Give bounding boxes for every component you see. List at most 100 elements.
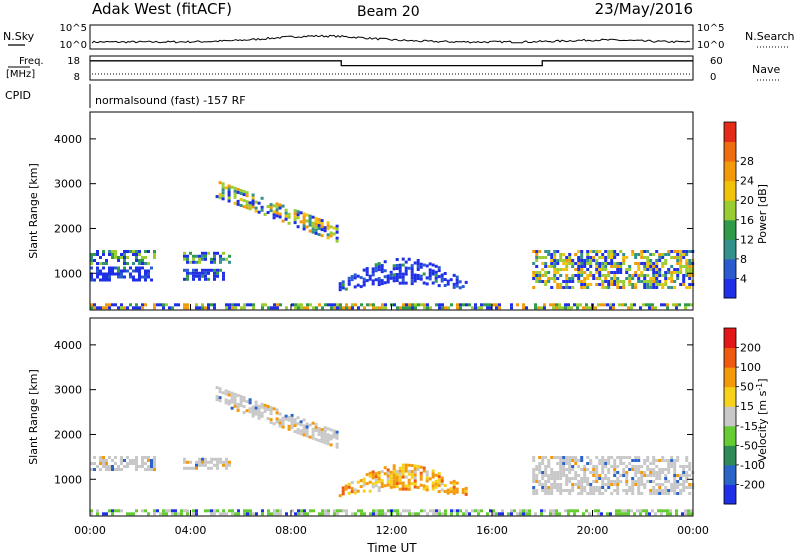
echo-cell [275, 211, 279, 215]
echo-cell [474, 303, 477, 307]
echo-cell [257, 413, 261, 417]
echo-cell [369, 303, 372, 307]
echo-cell [547, 462, 551, 465]
echo-cell [610, 492, 614, 495]
echo-cell [227, 187, 231, 191]
echo-cell [153, 250, 156, 253]
echo-cell [299, 432, 303, 436]
echo-cell [213, 509, 216, 513]
echo-cell [356, 283, 360, 287]
echo-cell [624, 512, 627, 516]
echo-cell [631, 492, 635, 495]
echo-cell [437, 269, 441, 273]
echo-cell [138, 272, 141, 276]
echo-cell [323, 226, 327, 230]
echo-cell [492, 509, 495, 513]
echo-cell [631, 253, 635, 256]
echo-cell [299, 423, 303, 427]
echo-cell [592, 256, 596, 259]
echo-cell [574, 262, 578, 265]
echo-cell [308, 423, 312, 427]
echo-cell [228, 460, 231, 464]
echo-cell [317, 439, 321, 442]
echo-cell [604, 274, 608, 277]
echo-cell [538, 274, 542, 277]
echo-cell [682, 265, 686, 268]
echo-cell [144, 250, 147, 253]
echo-cell [655, 259, 659, 262]
echo-cell [535, 492, 539, 495]
time-tick-label: 08:00 [275, 524, 307, 537]
echo-cell [437, 266, 441, 270]
echo-cell [682, 474, 686, 477]
echo-cell [568, 465, 572, 468]
echo-cell [425, 276, 429, 280]
echo-cell [321, 512, 324, 516]
echo-cell [129, 462, 132, 465]
echo-cell [227, 193, 231, 197]
echo-cell [610, 456, 614, 459]
echo-cell [661, 471, 665, 474]
echo-cell [338, 282, 342, 286]
echo-cell [204, 463, 207, 467]
echo-cell [198, 463, 201, 467]
echo-cell [649, 268, 653, 271]
echo-cell [673, 468, 677, 471]
echo-cell [276, 509, 279, 513]
echo-cell [592, 471, 596, 474]
echo-cell [362, 268, 366, 272]
echo-cell [153, 512, 156, 516]
echo-cell [126, 262, 129, 265]
echo-cell [649, 480, 653, 483]
echo-cell [682, 465, 686, 468]
echo-cell [186, 303, 189, 307]
echo-cell [577, 483, 581, 486]
echo-cell [655, 262, 659, 265]
colorbar-segment [724, 219, 736, 240]
echo-cell [443, 284, 447, 287]
echo-cell [225, 512, 228, 516]
colorbar-tick-label: 50 [740, 381, 754, 394]
echo-cell [386, 483, 390, 487]
echo-cell [102, 462, 105, 465]
echo-cell [368, 471, 372, 475]
echo-cell [616, 465, 620, 468]
echo-cell [141, 462, 144, 465]
echo-cell [604, 256, 608, 259]
echo-cell [377, 277, 381, 281]
echo-cell [239, 192, 243, 195]
echo-cell [431, 281, 435, 285]
echo-cell [93, 303, 96, 307]
echo-cell [586, 456, 590, 459]
echo-cell [595, 486, 599, 489]
echo-cell [102, 272, 105, 276]
echo-cell [616, 262, 620, 265]
echo-cell [245, 203, 249, 207]
echo-cell [577, 492, 581, 495]
echo-cell [607, 280, 611, 283]
range-tick-label: 3000 [54, 384, 82, 397]
echo-cell [398, 487, 402, 491]
echo-cell [637, 253, 641, 256]
echo-cell [498, 306, 501, 310]
echo-cell [658, 459, 662, 462]
echo-cell [435, 509, 438, 513]
echo-cell [669, 509, 672, 513]
echo-cell [676, 259, 680, 262]
echo-cell [114, 509, 117, 513]
echo-cell [377, 486, 381, 490]
echo-cell [655, 265, 659, 268]
echo-cell [93, 468, 96, 471]
echo-cell [195, 306, 198, 310]
echo-cell [613, 465, 617, 468]
echo-cell [565, 480, 569, 483]
echo-cell [150, 465, 153, 468]
echo-cell [356, 480, 360, 484]
echo-cell [183, 277, 186, 281]
echo-cell [372, 512, 375, 516]
echo-cell [519, 509, 522, 513]
echo-cell [171, 306, 174, 310]
echo-cell [404, 260, 408, 264]
echo-cell [99, 468, 102, 471]
echo-cell [658, 492, 662, 495]
